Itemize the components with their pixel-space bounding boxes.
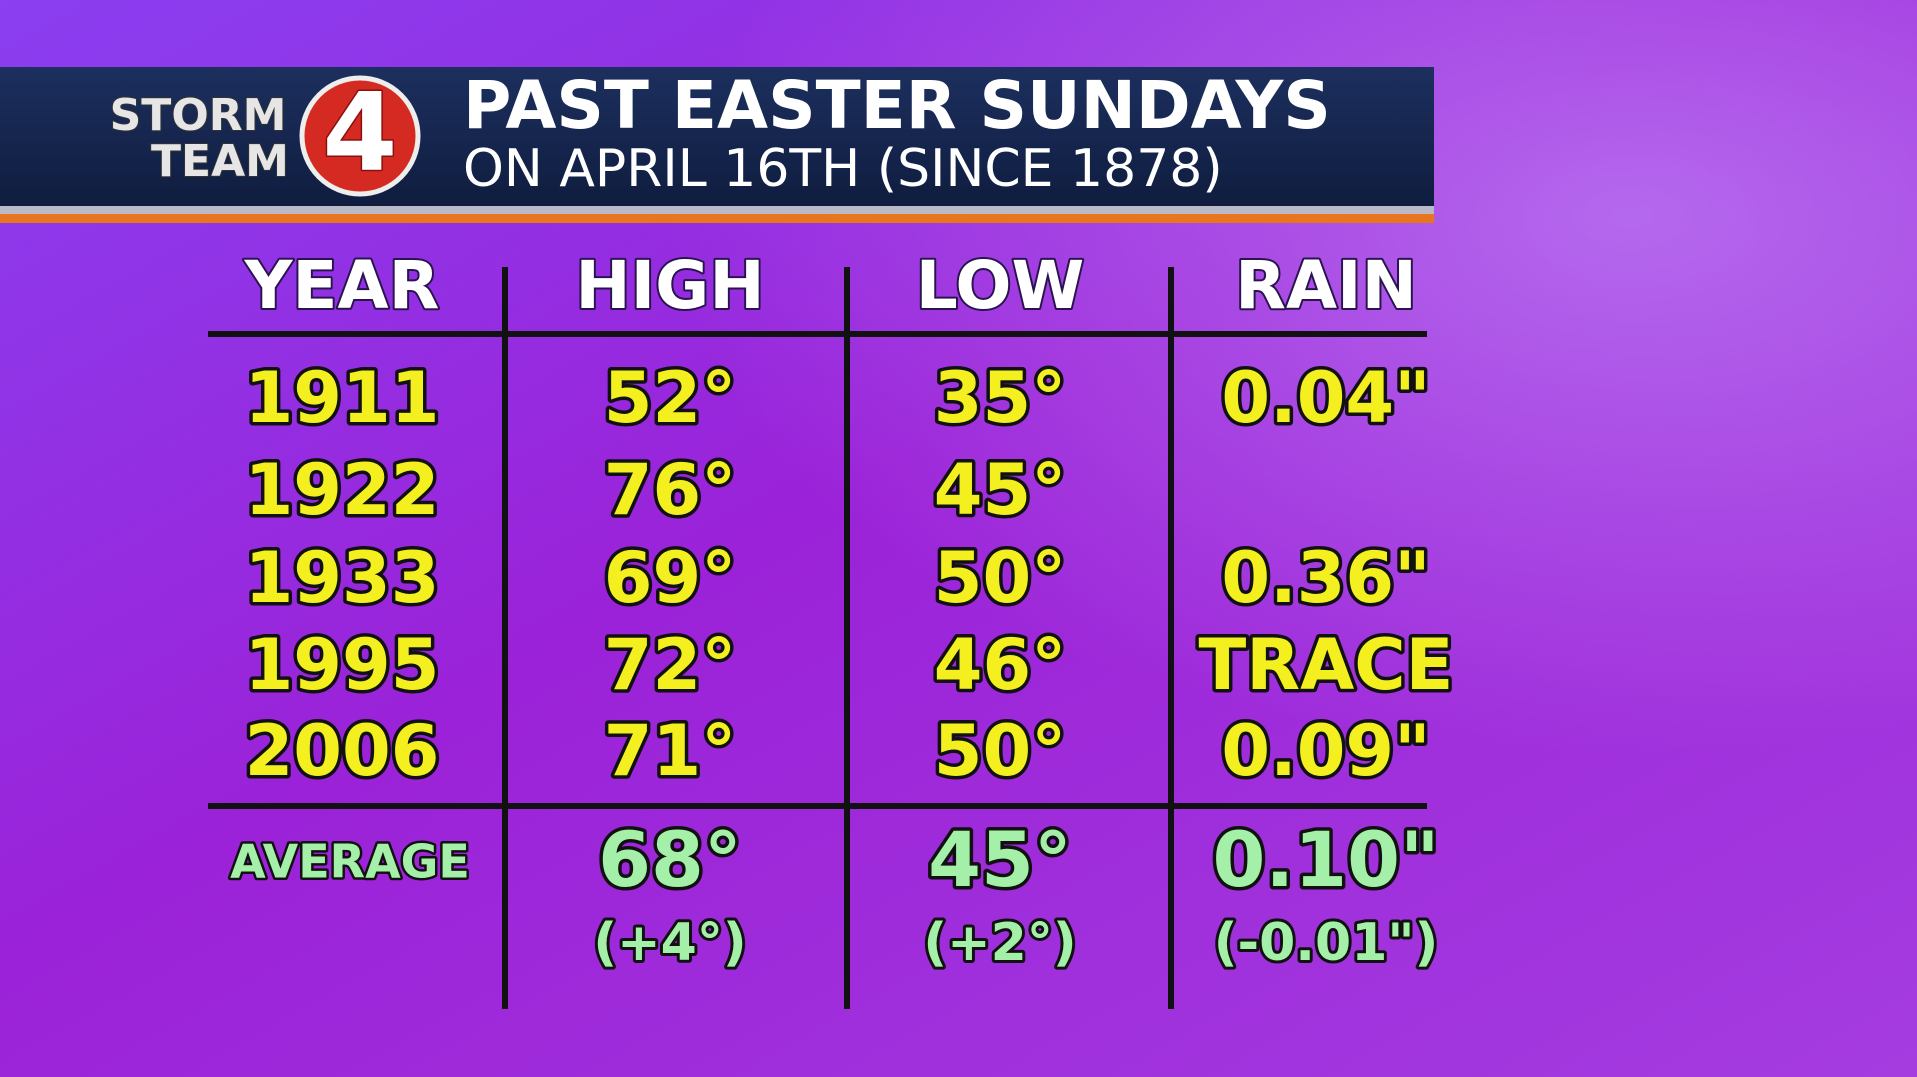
table-cell: 50° [934,537,1066,619]
column-header: RAIN [1235,247,1417,324]
average-cell: 68° [598,815,742,904]
logo-circle [299,75,421,197]
departure-cell: (+4°) [593,913,746,973]
header-stripe-orange [0,214,1434,223]
table-cell: TRACE [1198,624,1453,706]
table-cell: 0.09" [1221,710,1430,792]
logo-text: STORM [110,90,287,141]
table-cell: 0.36" [1221,537,1430,619]
average-cell: 0.10" [1212,815,1439,904]
table-cell: 35° [934,357,1066,439]
column-header: YEAR [244,247,440,324]
table-cell: 0.04" [1221,357,1430,439]
average-label: AVERAGE [230,835,470,889]
logo-text: TEAM [151,136,289,187]
table-cell: 76° [604,449,736,531]
logo: STORM TEAM 4 [109,69,421,197]
table-cell: 1933 [245,537,440,619]
table-cell: 2006 [245,710,440,792]
table-cell: 1995 [245,624,440,706]
title: PAST EASTER SUNDAYS [463,67,1331,144]
table-cell: 72° [604,624,736,706]
table-cell: 1911 [245,357,440,439]
table-cell: 69° [604,537,736,619]
departure-cell: (-0.01") [1214,913,1439,973]
column-header: LOW [916,247,1085,324]
average-cell: 45° [928,815,1072,904]
table-cell: 1922 [245,449,440,531]
table-cell: 71° [604,710,736,792]
table-cell: 46° [934,624,1066,706]
column-header: HIGH [575,247,764,324]
subtitle: ON APRIL 16TH (SINCE 1878) [463,139,1223,199]
header-band [0,67,1434,210]
table-cell: 50° [934,710,1066,792]
departure-cell: (+2°) [923,913,1076,973]
table-cell: 52° [604,357,736,439]
table-cell: 45° [934,449,1066,531]
header-stripe [0,206,1434,214]
logo-number: 4 [322,71,397,196]
